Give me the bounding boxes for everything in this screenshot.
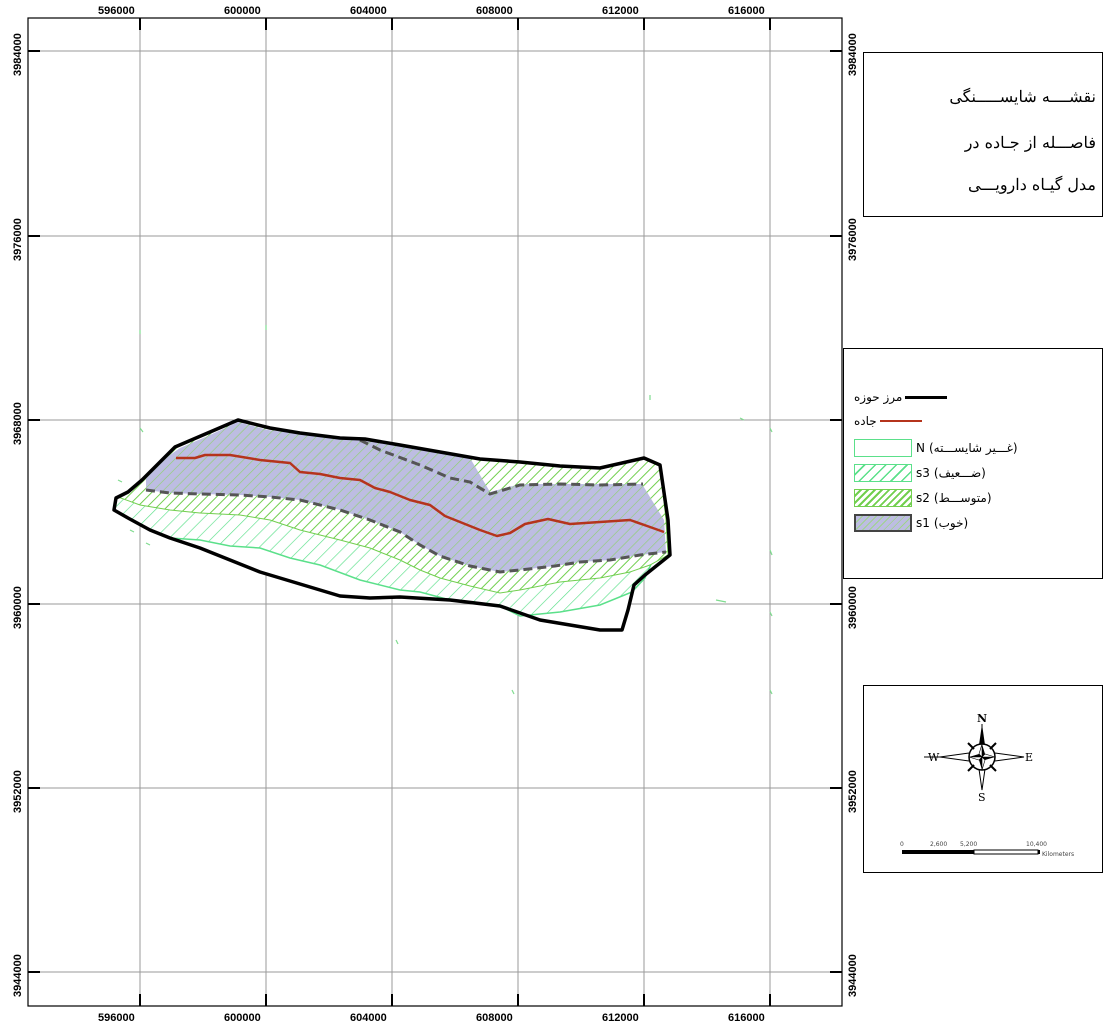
road-line (176, 453, 665, 538)
y-tick-label: 3952000 (847, 770, 859, 813)
legend-item-boundary: مرز حوزه (854, 387, 948, 407)
y-tick-label: 3976000 (847, 218, 859, 261)
scale-label-2: 5,200 (960, 841, 977, 848)
y-tick-label: 3984000 (847, 33, 859, 76)
legend-label-boundary: مرز حوزه (854, 390, 903, 404)
x-tick-label: 616000 (728, 5, 765, 17)
legend-code-s1: s1 (916, 516, 930, 530)
scale-label-0: 0 (900, 841, 904, 848)
north-arrow-icon: N S E W 0 2,600 5,200 10,400 Kilometers (900, 712, 1074, 858)
y-tick-label: 3960000 (847, 586, 859, 629)
scale-bar: 0 2,600 5,200 10,400 Kilometers (900, 841, 1074, 858)
basin-zone-s1 (146, 422, 666, 572)
legend-code-s3: s3 (916, 466, 930, 480)
tick-marks (28, 18, 842, 1006)
legend-item-s2: s2 (متوســـط) (854, 488, 992, 508)
legend-swatch-s1-icon (854, 514, 912, 532)
x-tick-label: 600000 (224, 1012, 261, 1024)
legend-item-s1: s1 (خوب) (854, 513, 968, 533)
y-tick-label: 3944000 (12, 954, 24, 997)
x-tick-labels-top: 596000 600000 604000 608000 612000 61600… (98, 5, 765, 17)
x-tick-label: 616000 (728, 1012, 765, 1024)
x-tick-label: 600000 (224, 5, 261, 17)
legend-item-s3: s3 (ضـــعيف) (854, 463, 986, 483)
y-tick-label: 3952000 (12, 770, 24, 813)
legend-item-road: جاده (854, 411, 922, 431)
legend-swatch-s2-icon (854, 489, 912, 507)
legend-line-road-icon (879, 420, 922, 422)
basin-boundary (112, 418, 672, 632)
x-tick-label: 608000 (476, 1012, 513, 1024)
legend-line-boundary-icon (905, 395, 948, 399)
legend-label-s2: (متوســـط) (933, 491, 992, 505)
y-tick-label: 3944000 (847, 954, 859, 997)
map-title-box: نقشــــه شايســـــنگی فاصـــله از جـاده … (863, 52, 1103, 217)
x-tick-label: 612000 (602, 5, 639, 17)
legend-box: مرز حوزه جاده N (غـــير شايســـته) s3 (ض… (843, 348, 1103, 579)
map-title-line-1: نقشــــه شايســـــنگی (949, 87, 1096, 106)
y-tick-label: 3984000 (12, 33, 24, 76)
x-tick-label: 608000 (476, 5, 513, 17)
y-tick-label: 3976000 (12, 218, 24, 261)
map-title-line-3: مدل گيـاه دارويـــی (967, 175, 1096, 194)
legend-label-s1: (خوب) (933, 516, 969, 530)
legend-swatch-s3-icon (854, 464, 912, 482)
class-boundary-top (359, 438, 644, 496)
x-tick-label: 612000 (602, 1012, 639, 1024)
map-title-line-2: فاصـــله از جـاده در (964, 133, 1096, 152)
x-tick-label: 596000 (98, 1012, 135, 1024)
graticule (28, 18, 842, 1006)
legend-code-n: N (916, 441, 925, 455)
compass-scale-box: N S E W 0 2,600 5,200 10,400 Kilometers (863, 685, 1103, 873)
legend-code-s2: s2 (916, 491, 930, 505)
x-tick-labels-bottom: 596000 600000 604000 608000 612000 61600… (98, 1012, 765, 1024)
y-tick-labels-left: 3984000 3976000 3968000 3960000 3952000 … (12, 33, 24, 997)
legend-label-n: (غـــير شايســـته) (928, 441, 1018, 455)
scale-label-3: 10,400 (1026, 841, 1047, 848)
x-tick-label: 604000 (350, 5, 387, 17)
legend-item-n: N (غـــير شايســـته) (854, 438, 1018, 458)
y-tick-label: 3968000 (12, 402, 24, 445)
scale-label-1: 2,600 (930, 841, 947, 848)
compass-east-label: E (1025, 751, 1033, 764)
legend-swatch-n-icon (854, 439, 912, 457)
compass-west-label: W (928, 751, 940, 764)
legend-label-s3: (ضـــعيف) (933, 466, 986, 480)
scale-unit: Kilometers (1042, 851, 1074, 858)
legend-label-road: جاده (854, 414, 877, 428)
y-tick-label: 3960000 (12, 586, 24, 629)
class-boundary-upper (145, 488, 667, 574)
x-tick-label: 604000 (350, 1012, 387, 1024)
map-frame: 596000 600000 604000 608000 612000 61600… (12, 5, 859, 1024)
compass-south-label: S (978, 791, 986, 804)
x-tick-label: 596000 (98, 5, 135, 17)
scattered-fragments (117, 325, 773, 695)
compass-north-label: N (977, 712, 987, 725)
